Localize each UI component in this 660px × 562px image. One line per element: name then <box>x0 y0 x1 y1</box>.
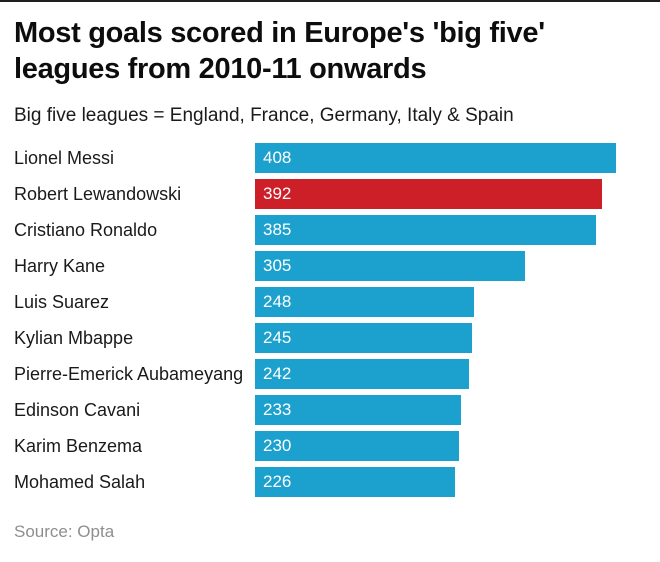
bar-row: Karim Benzema 230 <box>14 431 646 461</box>
goal-value: 230 <box>263 436 292 455</box>
chart-subtitle: Big five leagues = England, France, Germ… <box>14 105 514 126</box>
player-label: Robert Lewandowski <box>14 183 182 204</box>
bar-track: 408 <box>255 143 616 173</box>
bar-row: Luis Suarez 248 <box>14 287 646 317</box>
goal-value: 242 <box>263 364 292 383</box>
bar-track: 305 <box>255 251 616 281</box>
bar-row: Lionel Messi 408 <box>14 143 646 173</box>
bar-row: Mohamed Salah 226 <box>14 467 646 497</box>
goal-value: 408 <box>263 148 292 167</box>
chart-title: Most goals scored in Europe's 'big five'… <box>14 17 545 85</box>
bar-row: Edinson Cavani 233 <box>14 395 646 425</box>
player-label: Edinson Cavani <box>14 399 141 420</box>
bar-row: Pierre-Emerick Aubameyang 242 <box>14 359 646 389</box>
goal-bar: 245 <box>255 323 472 353</box>
goal-bar: 248 <box>255 287 475 317</box>
goal-bar: 408 <box>255 143 616 173</box>
player-label: Luis Suarez <box>14 291 110 312</box>
goal-bar: 226 <box>255 467 455 497</box>
bar-rows: Lionel Messi 408 Robert Lewandowski 392 Cris… <box>14 143 646 497</box>
bar-row: Harry Kane 305 <box>14 251 646 281</box>
player-label: Karim Benzema <box>14 435 143 456</box>
goal-bar: 242 <box>255 359 470 389</box>
bar-track: 242 <box>255 359 616 389</box>
bar-track: 248 <box>255 287 616 317</box>
bar-track: 392 <box>255 179 616 209</box>
goal-bar: 385 <box>255 215 596 245</box>
goal-value: 385 <box>263 220 292 239</box>
bar-row: Cristiano Ronaldo 385 <box>14 215 646 245</box>
player-label: Harry Kane <box>14 255 106 276</box>
player-label: Cristiano Ronaldo <box>14 219 158 240</box>
bar-chart: Lionel Messi 408 Robert Lewandowski 392 Cris… <box>14 143 646 497</box>
goal-value: 233 <box>263 400 292 419</box>
bar-row: Robert Lewandowski 392 <box>14 179 646 209</box>
goal-value: 392 <box>263 184 292 203</box>
goal-bar: 233 <box>255 395 462 425</box>
bar-track: 385 <box>255 215 616 245</box>
goal-value: 245 <box>263 328 292 347</box>
goal-value: 248 <box>263 292 292 311</box>
goal-value: 305 <box>263 256 292 275</box>
bar-track: 245 <box>255 323 616 353</box>
goal-value: 226 <box>263 472 292 491</box>
player-label: Mohamed Salah <box>14 471 146 492</box>
goal-bar-highlighted: 392 <box>255 179 602 209</box>
bar-row: Kylian Mbappe 245 <box>14 323 646 353</box>
player-label: Kylian Mbappe <box>14 327 134 348</box>
goal-bar: 230 <box>255 431 459 461</box>
player-label: Lionel Messi <box>14 147 115 168</box>
bar-track: 233 <box>255 395 616 425</box>
bar-track: 230 <box>255 431 616 461</box>
player-label: Pierre-Emerick Aubameyang <box>14 363 244 384</box>
bar-track: 226 <box>255 467 616 497</box>
source-note: Source: Opta <box>14 522 115 541</box>
goal-bar: 305 <box>255 251 525 281</box>
